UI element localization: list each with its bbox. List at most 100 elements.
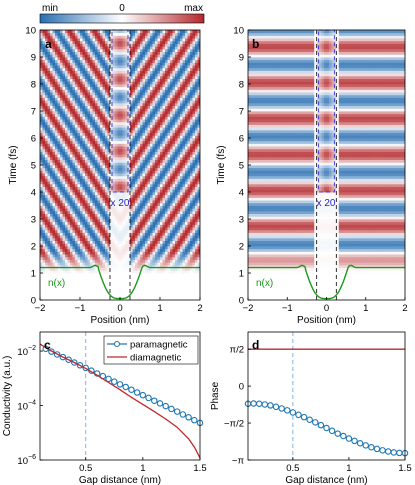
heat-cell	[190, 175, 193, 179]
heat-cell	[120, 178, 123, 182]
heat-cell	[187, 92, 191, 96]
heat-cell	[177, 283, 181, 287]
heat-cell	[137, 108, 141, 112]
heat-cell	[157, 154, 161, 158]
heat-cell	[187, 246, 191, 250]
heat-cell	[197, 156, 200, 160]
heat-cell	[160, 94, 163, 98]
heat-cell	[115, 111, 118, 115]
heat-cell	[180, 208, 183, 212]
heat-cell	[77, 291, 81, 295]
heat-cell	[165, 278, 168, 282]
heat-cell	[60, 229, 63, 233]
heat-cell	[192, 194, 196, 198]
heat-cell	[150, 246, 153, 250]
heat-cell	[175, 259, 178, 263]
heat-cell	[62, 124, 66, 128]
heat-cell	[45, 138, 48, 142]
heat-cell	[150, 264, 153, 268]
heat-cell	[72, 275, 76, 279]
heat-cell	[107, 210, 111, 214]
heat-cell	[102, 135, 106, 139]
heat-cell	[42, 92, 46, 96]
heat-cell	[92, 105, 96, 109]
heat-cell	[130, 135, 133, 139]
heat-cell	[127, 94, 131, 98]
heat-cell	[112, 219, 116, 223]
heat-cell	[80, 138, 83, 142]
heat-cell	[90, 97, 93, 101]
heat-cell	[57, 294, 61, 298]
colorbar-min-label: min	[42, 3, 58, 14]
heat-cell	[95, 178, 98, 182]
heat-cell	[145, 173, 148, 177]
heat-cell	[50, 186, 53, 190]
heat-cell	[122, 165, 126, 169]
heat-cell	[142, 197, 146, 201]
heat-cell	[127, 246, 131, 250]
heat-cell	[60, 246, 63, 250]
heat-cell	[87, 248, 91, 252]
heat-cell	[107, 197, 111, 201]
heat-cell	[177, 143, 181, 147]
heat-cell	[70, 281, 73, 285]
heat-cell	[172, 116, 176, 120]
heat-cell	[142, 213, 146, 217]
heat-cell	[190, 186, 193, 190]
heat-cell	[187, 286, 191, 290]
heat-cell	[45, 143, 48, 147]
heat-cell	[187, 205, 191, 209]
heat-cell	[60, 102, 63, 106]
heat-cell	[147, 167, 151, 171]
heat-cell	[187, 275, 191, 279]
heat-cell	[97, 200, 101, 204]
heat-cell	[40, 262, 43, 266]
heat-cell	[95, 216, 98, 220]
heat-cell	[52, 229, 56, 233]
heat-cell	[60, 286, 63, 290]
heat-cell	[195, 113, 198, 117]
heat-cell	[177, 135, 181, 139]
heat-cell	[167, 186, 171, 190]
heat-cell	[75, 297, 78, 300]
heat-cell	[127, 105, 131, 109]
heat-cell	[117, 154, 121, 158]
heat-cell	[112, 146, 116, 150]
heat-cell	[77, 113, 81, 117]
heat-cell	[120, 156, 123, 160]
heat-cell	[105, 132, 108, 136]
heat-cell	[157, 129, 161, 133]
heat-cell	[102, 264, 106, 268]
heat-cell	[120, 105, 123, 109]
heat-cell	[55, 135, 58, 139]
heat-cell	[190, 89, 193, 93]
heat-cell	[185, 224, 188, 228]
heat-cell	[122, 281, 126, 285]
heat-cell	[80, 129, 83, 133]
heat-cell	[47, 94, 51, 98]
heat-cell	[130, 178, 133, 182]
heat-cell	[52, 140, 56, 144]
heat-cell	[55, 243, 58, 247]
heat-cell	[137, 197, 141, 201]
heat-cell	[90, 283, 93, 287]
heat-cell	[102, 275, 106, 279]
heat-cell	[125, 175, 128, 179]
heat-cell	[125, 278, 128, 282]
heat-cell	[120, 208, 123, 212]
heat-cell	[192, 243, 196, 247]
heat-cell	[152, 97, 156, 101]
heat-cell	[180, 291, 183, 295]
heat-cell	[100, 262, 103, 266]
heat-cell	[185, 105, 188, 109]
heat-cell	[180, 94, 183, 98]
heat-cell	[82, 119, 86, 123]
heat-cell	[107, 259, 111, 263]
heat-cell	[145, 291, 148, 295]
heat-cell	[135, 92, 138, 96]
heat-cell	[147, 264, 151, 268]
heat-cell	[85, 159, 88, 163]
heatmap-a	[40, 30, 200, 300]
heat-cell	[167, 151, 171, 155]
heat-cell	[132, 197, 136, 201]
